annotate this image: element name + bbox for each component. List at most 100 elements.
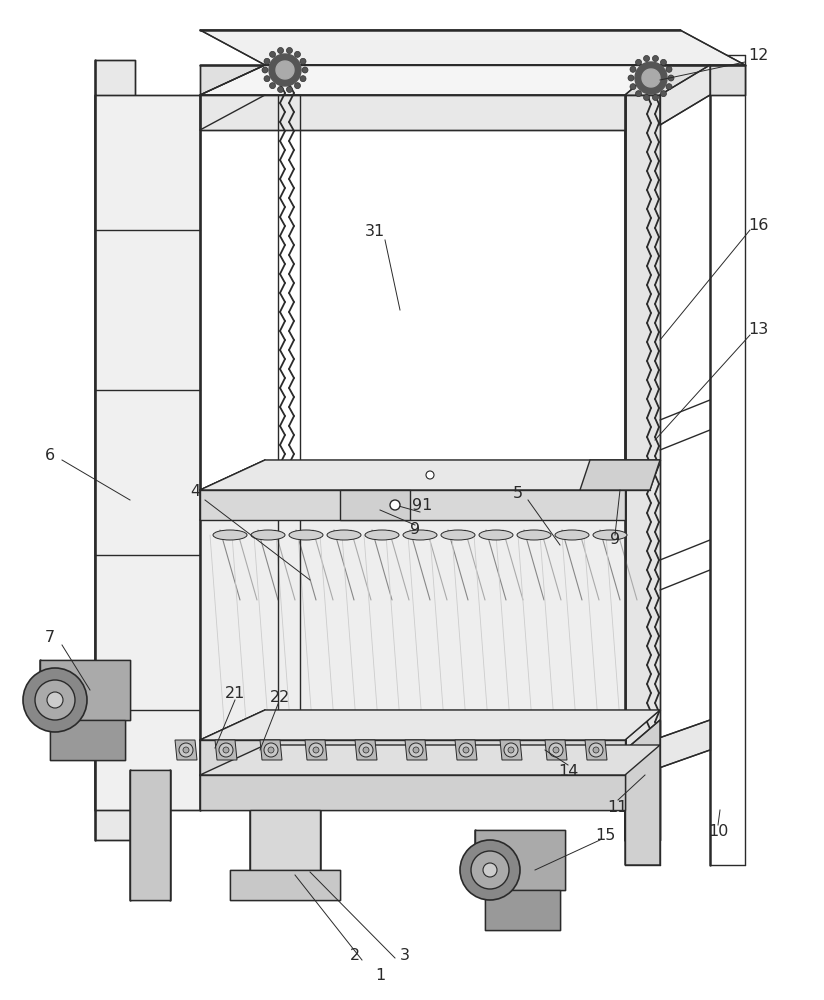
Circle shape bbox=[426, 471, 434, 479]
Text: 4: 4 bbox=[190, 485, 200, 499]
Circle shape bbox=[47, 692, 63, 708]
Circle shape bbox=[268, 747, 274, 753]
Circle shape bbox=[278, 48, 283, 54]
Text: 6: 6 bbox=[45, 448, 55, 462]
Circle shape bbox=[35, 680, 75, 720]
Polygon shape bbox=[485, 890, 560, 930]
Polygon shape bbox=[585, 740, 607, 760]
Polygon shape bbox=[200, 30, 745, 65]
Circle shape bbox=[549, 743, 563, 757]
Circle shape bbox=[287, 86, 293, 92]
Polygon shape bbox=[269, 54, 301, 86]
Text: 11: 11 bbox=[608, 800, 628, 816]
Circle shape bbox=[223, 747, 229, 753]
Text: 1: 1 bbox=[375, 968, 385, 982]
Circle shape bbox=[666, 84, 672, 90]
Polygon shape bbox=[340, 490, 410, 520]
Circle shape bbox=[269, 51, 275, 57]
Circle shape bbox=[644, 56, 649, 62]
Text: 31: 31 bbox=[365, 225, 385, 239]
Ellipse shape bbox=[403, 530, 437, 540]
Circle shape bbox=[666, 66, 672, 72]
Circle shape bbox=[553, 747, 559, 753]
Polygon shape bbox=[710, 55, 745, 865]
Circle shape bbox=[463, 747, 469, 753]
Circle shape bbox=[363, 747, 369, 753]
Circle shape bbox=[644, 94, 649, 100]
Polygon shape bbox=[642, 69, 660, 87]
Polygon shape bbox=[250, 810, 320, 870]
Circle shape bbox=[459, 743, 473, 757]
Circle shape bbox=[589, 743, 603, 757]
Circle shape bbox=[287, 48, 293, 54]
Circle shape bbox=[653, 56, 658, 62]
Polygon shape bbox=[200, 65, 660, 95]
Ellipse shape bbox=[517, 530, 551, 540]
Polygon shape bbox=[580, 460, 660, 490]
Text: 13: 13 bbox=[748, 322, 768, 338]
Circle shape bbox=[262, 67, 268, 73]
Circle shape bbox=[635, 91, 642, 97]
Circle shape bbox=[359, 743, 373, 757]
Circle shape bbox=[313, 747, 319, 753]
Text: 3: 3 bbox=[400, 948, 410, 962]
Polygon shape bbox=[200, 745, 660, 775]
Ellipse shape bbox=[593, 530, 627, 540]
Polygon shape bbox=[475, 830, 565, 890]
Polygon shape bbox=[200, 65, 745, 95]
Circle shape bbox=[661, 91, 667, 97]
Polygon shape bbox=[355, 740, 377, 760]
Polygon shape bbox=[625, 720, 660, 865]
Ellipse shape bbox=[213, 530, 247, 540]
Polygon shape bbox=[660, 65, 710, 125]
Circle shape bbox=[409, 743, 423, 757]
Polygon shape bbox=[625, 95, 660, 840]
Polygon shape bbox=[225, 95, 620, 490]
Polygon shape bbox=[95, 60, 135, 840]
Ellipse shape bbox=[251, 530, 285, 540]
Text: 5: 5 bbox=[513, 486, 523, 500]
Ellipse shape bbox=[441, 530, 475, 540]
Circle shape bbox=[668, 75, 674, 81]
Circle shape bbox=[264, 743, 278, 757]
Circle shape bbox=[278, 86, 283, 92]
Polygon shape bbox=[305, 740, 327, 760]
Text: 9: 9 bbox=[610, 532, 620, 548]
Polygon shape bbox=[230, 870, 340, 900]
Polygon shape bbox=[215, 740, 237, 760]
Circle shape bbox=[294, 51, 301, 57]
Circle shape bbox=[483, 863, 497, 877]
Polygon shape bbox=[130, 770, 170, 900]
Polygon shape bbox=[276, 61, 294, 79]
Circle shape bbox=[264, 76, 270, 82]
Circle shape bbox=[504, 743, 518, 757]
Circle shape bbox=[630, 84, 636, 90]
Ellipse shape bbox=[555, 530, 589, 540]
Text: 15: 15 bbox=[595, 828, 616, 842]
Circle shape bbox=[309, 743, 323, 757]
Circle shape bbox=[593, 747, 599, 753]
Circle shape bbox=[630, 66, 636, 72]
Circle shape bbox=[219, 743, 233, 757]
Text: 2: 2 bbox=[350, 948, 360, 962]
Text: 91: 91 bbox=[412, 498, 432, 514]
Polygon shape bbox=[625, 720, 710, 780]
Text: 22: 22 bbox=[270, 690, 290, 704]
Polygon shape bbox=[200, 520, 625, 740]
Ellipse shape bbox=[365, 530, 399, 540]
Circle shape bbox=[294, 83, 301, 89]
Polygon shape bbox=[260, 740, 282, 760]
Ellipse shape bbox=[327, 530, 361, 540]
Polygon shape bbox=[200, 740, 625, 775]
Text: 14: 14 bbox=[558, 764, 578, 780]
Circle shape bbox=[302, 67, 308, 73]
Circle shape bbox=[23, 668, 87, 732]
Polygon shape bbox=[200, 95, 625, 130]
Text: 9: 9 bbox=[410, 522, 420, 538]
Polygon shape bbox=[635, 62, 667, 94]
Polygon shape bbox=[40, 660, 130, 720]
Circle shape bbox=[653, 94, 658, 100]
Circle shape bbox=[508, 747, 514, 753]
Ellipse shape bbox=[289, 530, 323, 540]
Text: 16: 16 bbox=[748, 218, 768, 232]
